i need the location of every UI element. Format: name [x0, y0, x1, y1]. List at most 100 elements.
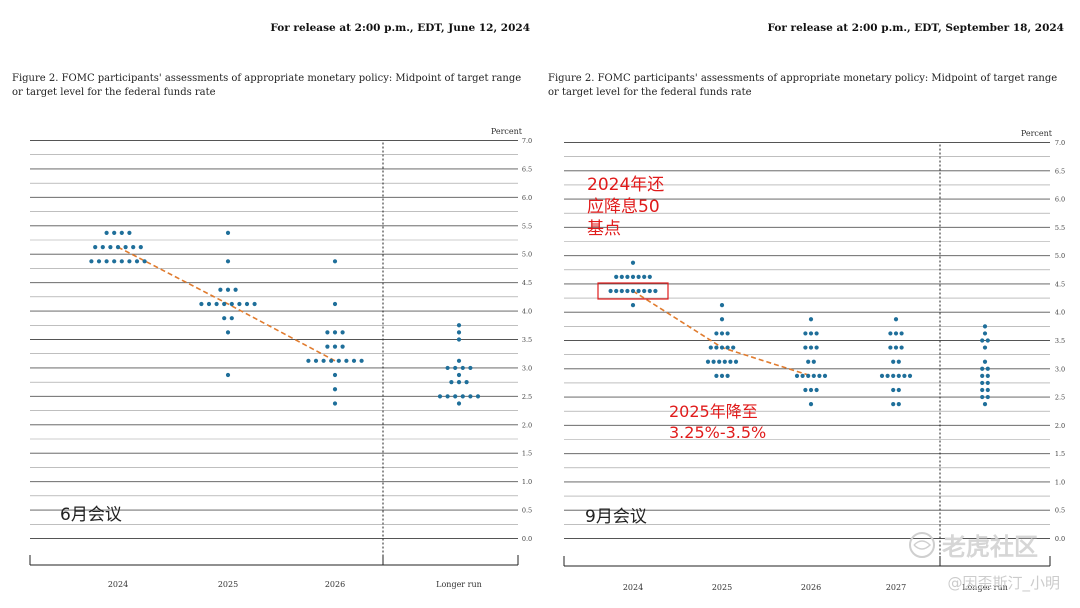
annotation-line: 2025年降至	[669, 402, 758, 421]
participant-dot	[888, 331, 893, 336]
participant-dot	[985, 366, 990, 371]
tiger-logo-mark	[913, 540, 932, 550]
participant-dot	[985, 338, 990, 343]
participant-dot	[614, 274, 619, 279]
participant-dot	[806, 359, 811, 364]
participant-dot	[896, 387, 901, 393]
participant-dot	[891, 359, 896, 364]
participant-dot	[625, 288, 630, 294]
participant-dot	[332, 401, 338, 406]
participant-dot	[449, 380, 454, 385]
participant-dot	[100, 245, 105, 250]
y-tick-label: 3.5	[522, 336, 532, 344]
y-tick-label: 5.5	[1055, 224, 1065, 232]
y-tick-label: 6.5	[1055, 167, 1065, 175]
participant-dot	[907, 373, 913, 378]
annotation-line: 2024年还	[587, 175, 664, 195]
y-tick-label: 1.0	[1055, 478, 1065, 486]
participant-dot	[714, 373, 719, 378]
participant-dot	[980, 394, 985, 400]
participant-dot	[630, 303, 636, 308]
watermark-brand: 老虎社区	[942, 533, 1038, 561]
participant-dot	[127, 230, 132, 235]
participant-dot	[808, 387, 814, 393]
participant-dot	[218, 287, 223, 292]
participant-dot	[806, 373, 811, 378]
dot-column-2026	[306, 259, 364, 406]
participant-dot	[112, 230, 117, 235]
participant-dot	[460, 365, 465, 371]
participant-dot	[725, 345, 730, 350]
participant-dot	[460, 394, 465, 399]
participant-dot	[899, 345, 904, 350]
participant-dot	[619, 288, 624, 294]
participant-dot	[332, 330, 338, 335]
participant-dot	[138, 245, 143, 250]
participant-dot	[614, 288, 619, 294]
participant-dot	[719, 345, 725, 350]
participant-dot	[332, 387, 338, 392]
participant-dot	[982, 402, 988, 407]
dot-column-2027	[879, 317, 913, 407]
participant-dot	[722, 359, 727, 364]
participant-dot	[321, 358, 326, 363]
participant-dot	[891, 387, 896, 393]
participant-dot	[814, 331, 819, 336]
x-tick-label: Longer run	[962, 583, 1008, 592]
participant-dot	[233, 287, 238, 292]
participant-dot	[332, 372, 338, 378]
figure-title: Figure 2. FOMC participants' assessments…	[548, 73, 1057, 84]
participant-dot	[717, 359, 722, 364]
dot-column-longer-run	[437, 323, 481, 406]
participant-dot	[811, 359, 816, 364]
participant-dot	[888, 345, 893, 350]
participant-dot	[725, 373, 730, 378]
participant-dot	[714, 331, 719, 336]
participant-dot	[127, 259, 132, 264]
dot-column-2026	[794, 317, 828, 407]
participant-dot	[244, 301, 250, 307]
participant-dot	[456, 337, 462, 342]
dot-column-2025	[199, 230, 257, 378]
participant-dot	[104, 259, 109, 264]
participant-dot	[817, 373, 822, 378]
participant-dot	[891, 402, 896, 407]
participant-dot	[728, 359, 733, 364]
participant-dot	[725, 331, 730, 336]
gridlines	[30, 140, 518, 539]
y-tick-label: 1.5	[522, 450, 532, 458]
participant-dot	[630, 288, 636, 294]
participant-dot	[822, 373, 828, 378]
dot-column-2025	[705, 303, 739, 378]
release-line: For release at 2:00 p.m., EDT, June 12, …	[270, 22, 530, 34]
participant-dot	[711, 359, 716, 364]
participant-dot	[206, 301, 212, 307]
participant-dot	[306, 358, 311, 363]
participant-dot	[885, 373, 890, 378]
y-tick-label: 4.5	[1055, 280, 1065, 288]
y-tick-label: 5.5	[522, 222, 532, 230]
x-tick-label: 2026	[325, 580, 345, 589]
participant-dot	[899, 331, 904, 336]
participant-dot	[985, 380, 990, 386]
participant-dot	[456, 380, 462, 385]
participant-dot	[985, 394, 990, 400]
x-tick-label: 2026	[801, 583, 821, 592]
participant-dot	[456, 330, 462, 335]
participant-dot	[803, 345, 808, 350]
participant-dot	[896, 373, 901, 378]
participant-dot	[630, 260, 636, 265]
participant-dot	[119, 259, 124, 264]
annotation-line: 基点	[587, 219, 621, 239]
x-tick-label: 2024	[108, 580, 128, 589]
participant-dot	[653, 288, 658, 294]
y-tick-label: 6.5	[522, 165, 532, 173]
participant-dot	[464, 380, 469, 385]
participant-dot	[468, 394, 473, 399]
participant-dot	[225, 330, 231, 335]
participant-dot	[719, 373, 725, 378]
participant-dot	[229, 301, 234, 307]
y-tick-label: 0.0	[1055, 535, 1065, 543]
participant-dot	[456, 358, 462, 363]
